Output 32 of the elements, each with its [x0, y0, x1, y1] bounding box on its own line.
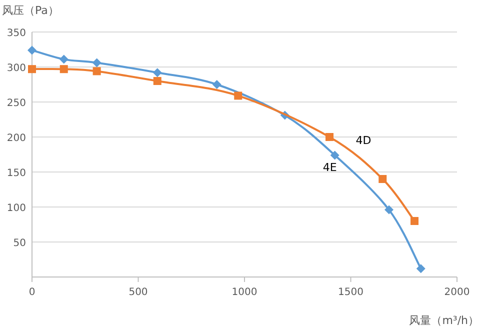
- point: [378, 175, 387, 183]
- y-tick-label: 50: [13, 238, 26, 249]
- point: [234, 92, 242, 100]
- point: [330, 150, 340, 160]
- x-tick-label: 500: [128, 287, 148, 298]
- x-tick-label: 1500: [338, 287, 364, 298]
- point: [410, 217, 418, 225]
- x-tick-label: 1000: [232, 287, 258, 298]
- point: [60, 65, 68, 74]
- point: [153, 77, 162, 85]
- point: [152, 68, 162, 78]
- point: [92, 58, 102, 68]
- point: [416, 264, 426, 274]
- x-tick-label: 0: [28, 287, 36, 298]
- point: [92, 67, 101, 76]
- y-tick-label: 350: [6, 28, 26, 39]
- y-tick-label: 200: [6, 133, 26, 144]
- series-label: 4D: [356, 134, 372, 147]
- y-tick-label: 150: [6, 168, 26, 179]
- point: [28, 46, 36, 55]
- point: [28, 65, 36, 74]
- x-tick-label: 2000: [444, 287, 470, 298]
- x-axis-title: 风量（m³/h）: [409, 314, 479, 327]
- series-label: 4E: [322, 161, 337, 174]
- y-axis-title: 风压（Pa）: [2, 4, 59, 17]
- y-tick-label: 300: [6, 63, 26, 74]
- point: [384, 205, 394, 214]
- point: [59, 54, 68, 64]
- y-tick-label: 250: [6, 98, 26, 109]
- y-tick-label: 100: [6, 203, 26, 214]
- point: [212, 80, 222, 89]
- point: [326, 133, 334, 141]
